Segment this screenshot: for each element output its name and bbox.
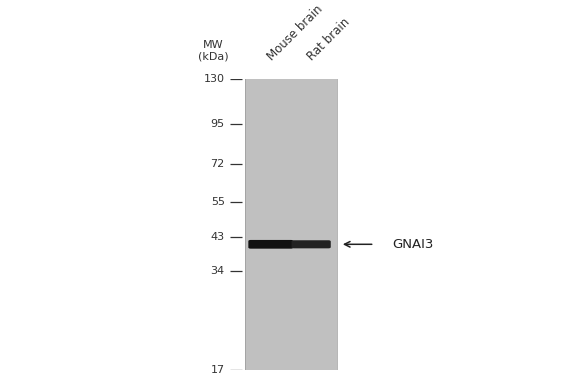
Text: GNAI3: GNAI3: [392, 238, 433, 251]
Text: Mouse brain: Mouse brain: [265, 3, 325, 63]
Bar: [245, 65, 337, 378]
Text: 130: 130: [204, 74, 225, 84]
Text: 43: 43: [211, 232, 225, 243]
Text: 55: 55: [211, 197, 225, 207]
FancyBboxPatch shape: [292, 240, 331, 248]
Text: 34: 34: [211, 266, 225, 276]
Text: 95: 95: [211, 119, 225, 129]
Text: 72: 72: [211, 159, 225, 169]
Bar: [245, 65, 337, 378]
FancyBboxPatch shape: [249, 240, 293, 249]
Text: Rat brain: Rat brain: [306, 15, 353, 63]
Text: MW
(kDa): MW (kDa): [198, 40, 229, 62]
Text: 17: 17: [211, 365, 225, 375]
